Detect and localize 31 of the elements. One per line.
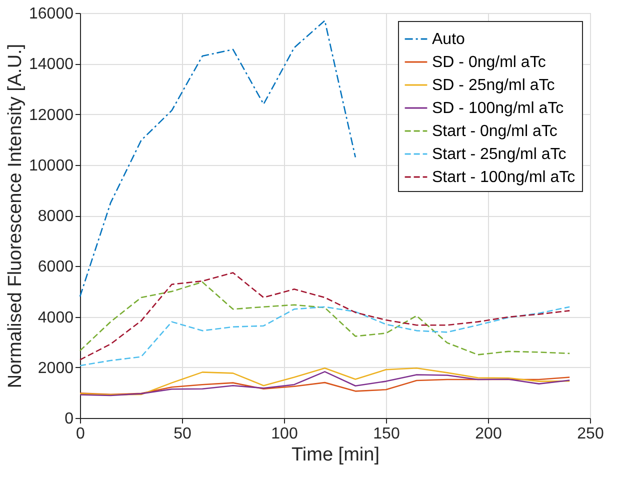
y-tick-label: 4000 (38, 309, 74, 326)
line-series (79, 306, 570, 366)
y-tick-label: 10000 (29, 157, 74, 174)
y-tick-label: 2000 (38, 360, 74, 377)
y-tick-label: 12000 (29, 106, 74, 124)
legend-label: SD - 25ng/ml aTc (432, 77, 555, 94)
y-tick-label: 0 (64, 410, 74, 428)
x-tick-label: 200 (475, 426, 502, 442)
x-tick-label: 0 (76, 426, 86, 442)
x-tick-label: 250 (577, 426, 604, 442)
line-series (79, 371, 570, 396)
x-axis-title: Time [min] (292, 444, 380, 466)
y-tick-label: 6000 (38, 258, 74, 276)
line-series (79, 376, 570, 396)
legend-label: Auto (432, 31, 466, 48)
y-tick-label: 14000 (29, 56, 74, 74)
y-axis-title: Normalised Fluorescence Intensity [A.U.] (5, 44, 26, 388)
legend-label: Start - 0ng/ml aTc (432, 123, 558, 140)
line-series (79, 20, 356, 298)
line-series (79, 281, 570, 356)
x-tick-label: 50 (174, 426, 192, 442)
legend-label: SD - 100ng/ml aTc (432, 100, 564, 117)
legend-label: Start - 25ng/ml aTc (432, 146, 566, 163)
y-tick-label: 8000 (38, 208, 74, 225)
legend-label: Start - 100ng/ml aTc (432, 169, 576, 186)
line-series (79, 272, 570, 360)
legend-label: SD - 0ng/ml aTc (432, 54, 546, 71)
x-tick-label: 150 (373, 426, 400, 442)
y-tick-label: 16000 (29, 6, 74, 22)
x-tick-label: 100 (271, 426, 298, 442)
line-series (79, 367, 570, 396)
